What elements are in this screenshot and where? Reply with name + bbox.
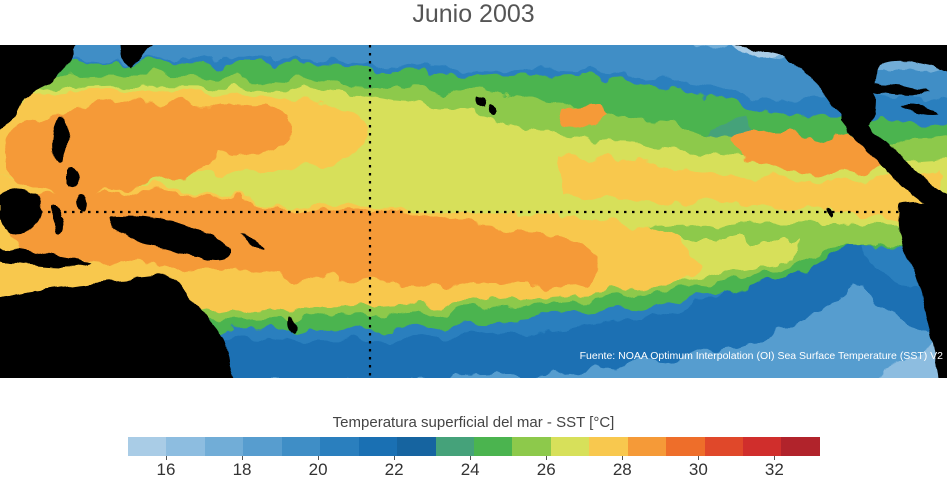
map-title: Junio 2003 bbox=[412, 0, 535, 28]
colorbar-swatch bbox=[704, 437, 743, 456]
colorbar-swatch bbox=[627, 437, 667, 456]
colorbar-swatch bbox=[512, 437, 551, 456]
colorbar-swatch bbox=[589, 437, 628, 456]
colorbar-swatch bbox=[550, 437, 590, 456]
colorbar-swatch bbox=[397, 437, 436, 456]
colorbar-swatch bbox=[435, 437, 474, 456]
colorbar-tick bbox=[470, 456, 472, 460]
colorbar-tick-label: 26 bbox=[536, 460, 556, 479]
colorbar-tick bbox=[622, 456, 624, 460]
colorbar-swatch bbox=[320, 437, 359, 456]
land-masses bbox=[0, 45, 947, 378]
colorbar-swatch bbox=[243, 437, 282, 456]
colorbar-tick bbox=[394, 456, 396, 460]
sst-map: Fuente: NOAA Optimum Interpolation (OI) … bbox=[0, 45, 947, 378]
colorbar-swatch bbox=[781, 437, 820, 456]
colorbar-title: Temperatura superficial del mar - SST [°… bbox=[332, 414, 615, 431]
colorbar-ticks: 16 18 20 22 24 26 28 30 32 bbox=[128, 456, 820, 480]
colorbar-tick-label: 32 bbox=[764, 460, 784, 479]
colorbar-tick bbox=[318, 456, 320, 460]
colorbar-tick bbox=[242, 456, 244, 460]
colorbar-tick-label: 16 bbox=[156, 460, 176, 479]
colorbar bbox=[128, 437, 820, 456]
colorbar-swatch bbox=[166, 437, 205, 456]
colorbar-tick-label: 20 bbox=[308, 460, 328, 479]
colorbar-swatch bbox=[128, 437, 167, 456]
colorbar-tick bbox=[774, 456, 776, 460]
colorbar-swatch bbox=[204, 437, 244, 456]
sst-field bbox=[0, 45, 947, 378]
colorbar-tick bbox=[546, 456, 548, 460]
colorbar-tick bbox=[166, 456, 168, 460]
colorbar-tick bbox=[698, 456, 700, 460]
source-credit: Fuente: NOAA Optimum Interpolation (OI) … bbox=[579, 350, 943, 362]
colorbar-swatch bbox=[666, 437, 705, 456]
colorbar-swatch bbox=[358, 437, 398, 456]
colorbar-swatch bbox=[473, 437, 513, 456]
colorbar-swatch bbox=[281, 437, 321, 456]
colorbar-tick-label: 30 bbox=[688, 460, 708, 479]
colorbar-tick-label: 28 bbox=[612, 460, 632, 479]
colorbar-tick-label: 24 bbox=[460, 460, 480, 479]
colorbar-tick-label: 22 bbox=[384, 460, 404, 479]
colorbar-tick-label: 18 bbox=[232, 460, 252, 479]
sst-map-canvas bbox=[0, 45, 947, 378]
colorbar-swatch bbox=[743, 437, 782, 456]
